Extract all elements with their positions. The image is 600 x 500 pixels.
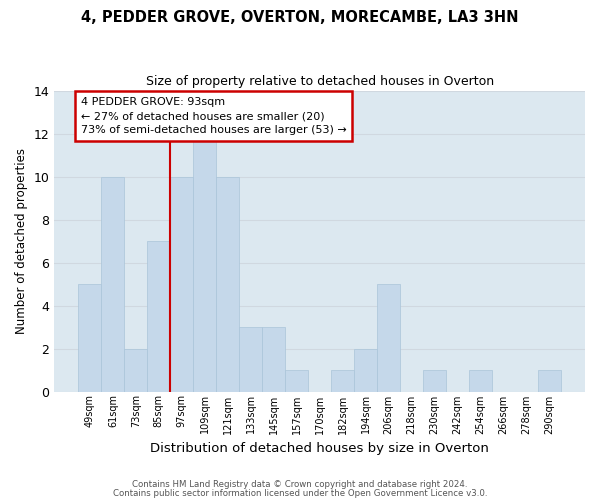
Bar	[377, 284, 400, 392]
Text: Contains HM Land Registry data © Crown copyright and database right 2024.: Contains HM Land Registry data © Crown c…	[132, 480, 468, 489]
Bar	[239, 327, 262, 392]
Y-axis label: Number of detached properties: Number of detached properties	[15, 148, 28, 334]
Text: Contains public sector information licensed under the Open Government Licence v3: Contains public sector information licen…	[113, 489, 487, 498]
Bar	[170, 176, 193, 392]
Bar	[331, 370, 354, 392]
Bar	[285, 370, 308, 392]
Bar	[193, 134, 216, 392]
Bar	[101, 176, 124, 392]
Bar	[216, 176, 239, 392]
Text: 4, PEDDER GROVE, OVERTON, MORECAMBE, LA3 3HN: 4, PEDDER GROVE, OVERTON, MORECAMBE, LA3…	[81, 10, 519, 25]
Bar	[423, 370, 446, 392]
Title: Size of property relative to detached houses in Overton: Size of property relative to detached ho…	[146, 75, 494, 88]
Text: 4 PEDDER GROVE: 93sqm
← 27% of detached houses are smaller (20)
73% of semi-deta: 4 PEDDER GROVE: 93sqm ← 27% of detached …	[81, 97, 346, 135]
X-axis label: Distribution of detached houses by size in Overton: Distribution of detached houses by size …	[150, 442, 489, 455]
Bar	[538, 370, 561, 392]
Bar	[148, 241, 170, 392]
Bar	[469, 370, 492, 392]
Bar	[124, 348, 148, 392]
Bar	[79, 284, 101, 392]
Bar	[262, 327, 285, 392]
Bar	[354, 348, 377, 392]
